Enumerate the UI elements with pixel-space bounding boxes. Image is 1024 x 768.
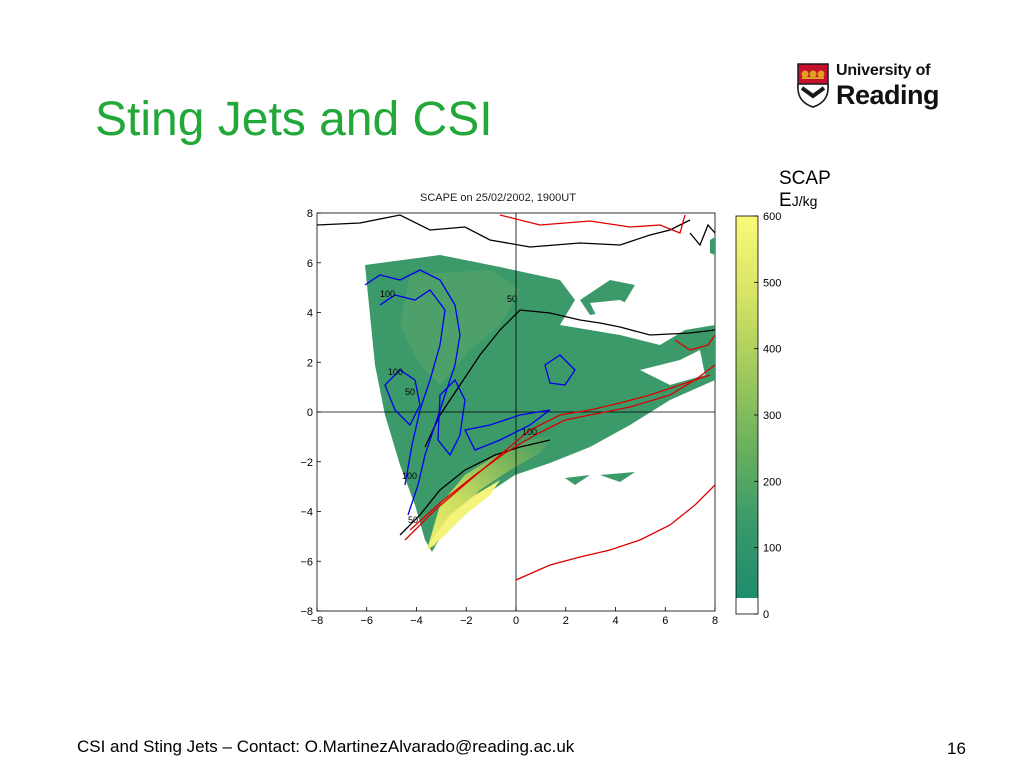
footer-text: CSI and Sting Jets – Contact: O.Martinez…	[77, 737, 575, 756]
blue-contour	[437, 378, 466, 457]
colorbar-tick-label: 400	[763, 344, 781, 356]
scape-figure: SCAPE on 25/02/2002, 1900UT	[290, 185, 730, 630]
colorbar-unit: J/kg	[791, 193, 818, 209]
x-tick-label: 4	[612, 615, 618, 627]
y-tick-label: −8	[300, 606, 313, 618]
contour-label: 100	[380, 289, 395, 299]
colorbar-label-line1: SCAP	[779, 168, 831, 189]
y-tick-label: 4	[307, 308, 313, 320]
red-contour	[515, 484, 715, 581]
slide-title: Sting Jets and CSI	[95, 93, 493, 146]
blue-contour	[379, 289, 446, 486]
red-contour	[674, 334, 715, 351]
university-logo: University of Reading	[796, 62, 946, 114]
colorbar-label-line2: E	[779, 190, 792, 211]
x-tick-label: −4	[410, 615, 423, 627]
logo-text-line1: University of	[836, 62, 931, 79]
colorbar-tick-label: 600	[763, 211, 781, 223]
y-tick-label: −2	[300, 457, 313, 469]
contour-label: 50	[507, 294, 517, 304]
scape-field	[365, 237, 715, 552]
contour-label: 50	[408, 515, 418, 525]
y-tick-label: 6	[307, 258, 313, 270]
black-contour	[689, 223, 715, 247]
blue-contour	[384, 369, 421, 427]
blue-contour	[364, 269, 461, 516]
contour-label: 100	[402, 471, 417, 481]
colorbar-tick-label: 500	[763, 277, 781, 289]
y-tick-label: −4	[300, 507, 313, 519]
x-tick-label: 2	[563, 615, 569, 627]
scape-colorbar: 600 500 400 300 200 100 0	[735, 211, 781, 620]
colorbar-tick-label: 200	[763, 476, 781, 488]
y-tick-label: 0	[307, 407, 313, 419]
colorbar-zero-band	[736, 598, 758, 614]
black-contour	[317, 214, 691, 248]
x-tick-label: 8	[712, 615, 718, 627]
y-axis-ticks: 8 6 4 2 0 −2 −4 −6 −8	[300, 208, 321, 618]
contour-label: 50	[405, 387, 415, 397]
x-tick-label: −2	[460, 615, 473, 627]
figure-title: SCAPE on 25/02/2002, 1900UT	[420, 192, 576, 204]
scape-heatmap-plot: 100 50 100 50 100 100 50 −8 −6 −4 −2 0 2 4 6 8 8…	[300, 208, 718, 627]
colorbar-tick-label: 100	[763, 543, 781, 555]
blue-contour	[464, 409, 551, 451]
x-tick-label: 0	[513, 615, 519, 627]
y-tick-label: 2	[307, 357, 313, 369]
red-contour	[404, 374, 711, 541]
contour-label: 100	[522, 427, 537, 437]
y-tick-label: −6	[300, 556, 313, 568]
x-axis-ticks: −8 −6 −4 −2 0 2 4 6 8	[311, 607, 718, 627]
logo-text-line2: Reading	[836, 80, 940, 110]
blue-contour	[544, 354, 576, 386]
red-contour	[409, 364, 715, 531]
colorbar-tick-label: 300	[763, 410, 781, 422]
black-contour	[424, 309, 715, 448]
y-tick-label: 8	[307, 208, 313, 220]
x-tick-label: −6	[360, 615, 373, 627]
x-tick-label: 6	[662, 615, 668, 627]
colorbar-tick-label: 0	[763, 609, 769, 620]
page-number: 16	[947, 739, 966, 758]
colorbar-gradient	[736, 216, 758, 598]
red-contour	[499, 214, 686, 234]
colorbar-label: SCAP EJ/kg	[779, 168, 869, 212]
x-tick-label: −8	[311, 615, 324, 627]
black-contour	[399, 439, 551, 536]
contour-label: 100	[388, 367, 403, 377]
university-shield-icon	[797, 63, 829, 108]
